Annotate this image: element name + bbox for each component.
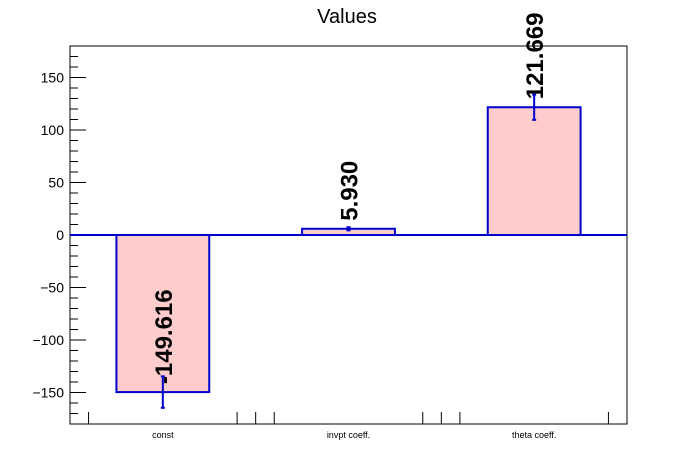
chart-title: Values	[317, 6, 377, 28]
y-tick-label: 100	[41, 122, 65, 138]
data-label: 5.930	[337, 161, 364, 221]
x-tick-label: invpt coeff.	[327, 430, 370, 440]
data-label: -149.616	[151, 289, 178, 384]
bar	[486, 106, 582, 236]
y-tick-label: −100	[32, 332, 64, 348]
data-label: 121.669	[522, 12, 549, 99]
y-tick-label: 150	[41, 70, 65, 86]
y-tick-label: −150	[32, 385, 64, 401]
y-tick-label: −50	[40, 280, 64, 296]
y-tick-label: 50	[48, 175, 64, 191]
x-tick-label: const	[152, 430, 174, 440]
y-tick-label: 0	[56, 227, 64, 243]
x-tick-label: theta coeff.	[512, 430, 556, 440]
